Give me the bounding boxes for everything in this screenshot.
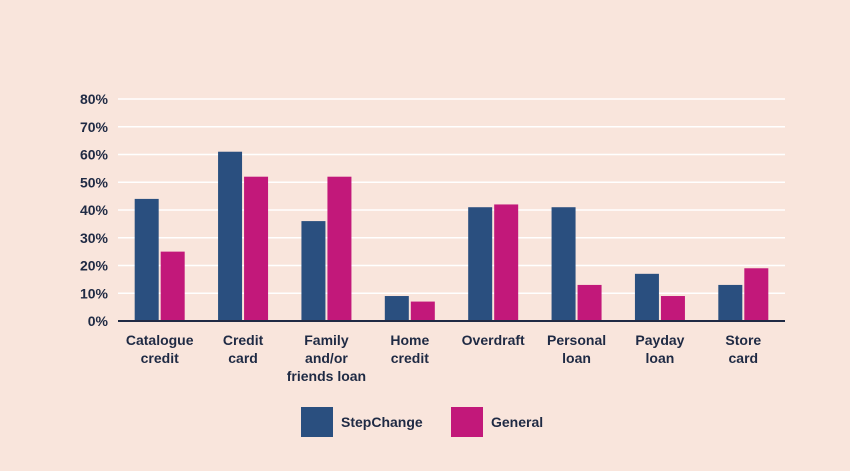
- x-category-label-line: Home: [390, 332, 429, 348]
- y-tick-label: 50%: [80, 174, 109, 190]
- x-category-label-line: card: [729, 350, 759, 366]
- bar-general-6: [660, 296, 685, 321]
- x-category-label-line: Personal: [547, 332, 606, 348]
- y-tick-label: 10%: [80, 285, 109, 301]
- x-category-label: Overdraft: [462, 332, 525, 348]
- gridlines: [118, 98, 785, 294]
- bar-stepchange-4: [468, 207, 493, 321]
- x-category-label: Home credit: [390, 332, 429, 366]
- x-category-label-line: Payday: [635, 332, 684, 348]
- x-category-label-line: and/or: [305, 350, 348, 366]
- bar-stepchange-3: [384, 296, 409, 321]
- legend-swatch-stepchange: [301, 407, 333, 437]
- x-category-label: Catalogue credit: [126, 332, 194, 366]
- bar-general-4: [494, 204, 519, 321]
- x-category-label-line: friends loan: [287, 368, 366, 384]
- legend: StepChange General: [301, 407, 543, 437]
- bar-general-7: [744, 268, 769, 321]
- x-category-label-line: Credit: [223, 332, 264, 348]
- x-category-label-line: card: [228, 350, 258, 366]
- bars: [134, 151, 769, 321]
- bar-general-1: [244, 176, 269, 321]
- x-category-label: Credit card: [223, 332, 264, 366]
- x-category-label: Family and/or friends loan: [287, 332, 366, 384]
- x-category-label-line: credit: [141, 350, 179, 366]
- x-category-label-line: loan: [562, 350, 591, 366]
- bar-stepchange-5: [551, 207, 576, 321]
- bar-stepchange-6: [634, 273, 659, 321]
- bar-stepchange-2: [301, 221, 326, 321]
- y-tick-label: 40%: [80, 202, 109, 218]
- y-tick-label: 30%: [80, 230, 109, 246]
- x-category-label-line: Store: [725, 332, 761, 348]
- y-tick-label: 70%: [80, 119, 109, 135]
- x-axis-labels: Catalogue credit Credit card Family and/or fri…: [126, 332, 762, 384]
- legend-label-general: General: [491, 414, 543, 430]
- x-category-label-line: Overdraft: [462, 332, 525, 348]
- bar-stepchange-0: [134, 198, 159, 321]
- x-category-label-line: loan: [646, 350, 675, 366]
- bar-general-2: [327, 176, 352, 321]
- y-tick-label: 80%: [80, 91, 109, 107]
- bar-stepchange-7: [718, 284, 743, 321]
- bar-general-0: [160, 251, 185, 321]
- legend-swatch-general: [451, 407, 483, 437]
- x-category-label-line: Catalogue: [126, 332, 194, 348]
- bar-general-5: [577, 284, 602, 321]
- bar-general-3: [410, 301, 435, 321]
- x-category-label-line: Family: [304, 332, 349, 348]
- y-tick-label: 0%: [88, 313, 109, 329]
- x-category-label: Personal loan: [547, 332, 606, 366]
- y-tick-label: 20%: [80, 258, 109, 274]
- bar-stepchange-1: [218, 151, 243, 321]
- x-category-label: Store card: [725, 332, 761, 366]
- x-category-label-line: credit: [391, 350, 429, 366]
- legend-label-stepchange: StepChange: [341, 414, 423, 430]
- y-axis-ticks: 0% 10% 20% 30% 40% 50% 60% 70% 80%: [80, 91, 109, 329]
- x-category-label: Payday loan: [635, 332, 684, 366]
- y-tick-label: 60%: [80, 147, 109, 163]
